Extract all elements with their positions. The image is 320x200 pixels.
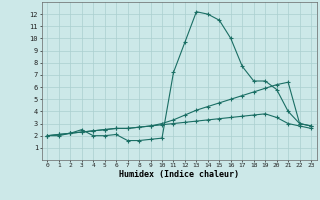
X-axis label: Humidex (Indice chaleur): Humidex (Indice chaleur) — [119, 170, 239, 179]
